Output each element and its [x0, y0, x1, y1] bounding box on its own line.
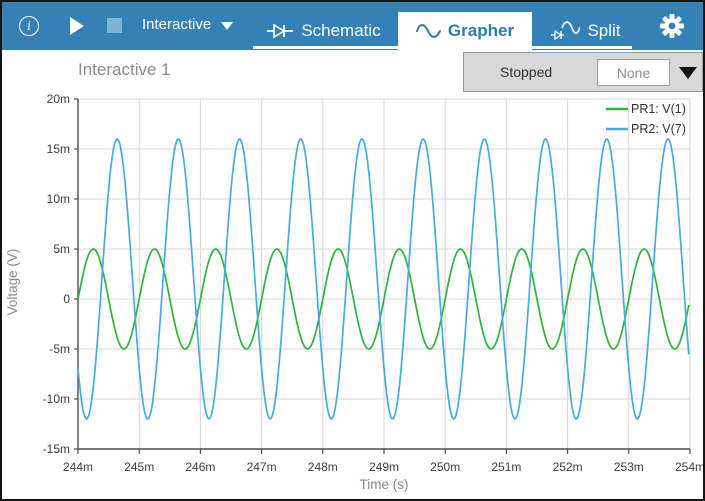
legend-label: PR1: V(1) [631, 102, 686, 116]
tab-schematic[interactable]: Schematic [253, 12, 395, 50]
svg-text:252m: 252m [553, 460, 583, 474]
run-simulation-icon[interactable] [70, 17, 84, 35]
page-title: Interactive 1 [78, 60, 171, 79]
x-axis-title: Time (s) [360, 477, 409, 492]
svg-text:249m: 249m [369, 460, 399, 474]
gridlines [77, 98, 691, 450]
svg-text:251m: 251m [491, 460, 521, 474]
svg-text:-10m: -10m [43, 392, 70, 406]
series-line-PR1 [77, 248, 690, 350]
status-badge: Stopped [500, 64, 553, 80]
tab-grapher[interactable]: Grapher [398, 12, 532, 50]
split-view-icon [551, 21, 581, 41]
svg-text:254m: 254m [675, 460, 703, 474]
svg-text:20m: 20m [47, 93, 70, 106]
toolbar: i Interactive Schematic Grapher Split [2, 2, 703, 50]
grapher-chart[interactable]: 20m 15m 10m 5m 0 -5m -10m -15m 244m 245m 246m 247m 2… [2, 92, 703, 499]
series-line-PR2 [77, 138, 690, 421]
diode-icon [267, 23, 294, 39]
title-bar: Interactive 1 Stopped None [2, 50, 703, 93]
legend: PR1: V(1) PR2: V(7) [606, 102, 686, 136]
tab-split-label: Split [587, 21, 621, 40]
svg-text:15m: 15m [47, 142, 70, 156]
sine-wave-icon [415, 24, 441, 38]
status-panel: Stopped None [463, 52, 703, 92]
svg-text:-15m: -15m [43, 442, 70, 456]
dropdown-caret-icon[interactable] [679, 67, 697, 79]
tab-grapher-label: Grapher [447, 21, 515, 40]
svg-text:247m: 247m [247, 460, 277, 474]
probe-selector[interactable]: None [597, 59, 670, 86]
svg-text:253m: 253m [614, 460, 644, 474]
tab-schematic-label: Schematic [301, 21, 381, 40]
chevron-down-icon[interactable] [221, 22, 233, 30]
svg-text:0: 0 [63, 292, 70, 306]
svg-text:245m: 245m [124, 460, 154, 474]
stop-simulation-icon [107, 18, 122, 33]
tick-labels: 20m 15m 10m 5m 0 -5m -10m -15m 244m 245m 246m 247m 2… [43, 92, 703, 474]
grapher-plot-area: 20m 15m 10m 5m 0 -5m -10m -15m 244m 245m 246m 247m 2… [2, 92, 703, 499]
svg-text:244m: 244m [63, 460, 93, 474]
axes [74, 98, 691, 454]
legend-label: PR2: V(7) [631, 122, 686, 136]
svg-text:10m: 10m [47, 192, 70, 206]
gear-icon[interactable] [658, 12, 686, 45]
svg-text:5m: 5m [53, 242, 70, 256]
tab-underline [253, 46, 632, 49]
svg-text:246m: 246m [185, 460, 215, 474]
svg-text:248m: 248m [308, 460, 338, 474]
svg-text:-5m: -5m [49, 342, 70, 356]
simulation-mode-label[interactable]: Interactive [142, 16, 212, 33]
svg-text:250m: 250m [430, 460, 460, 474]
tab-split[interactable]: Split [536, 12, 636, 50]
info-icon[interactable]: i [19, 16, 39, 36]
y-axis-title: Voltage (V) [5, 249, 20, 316]
